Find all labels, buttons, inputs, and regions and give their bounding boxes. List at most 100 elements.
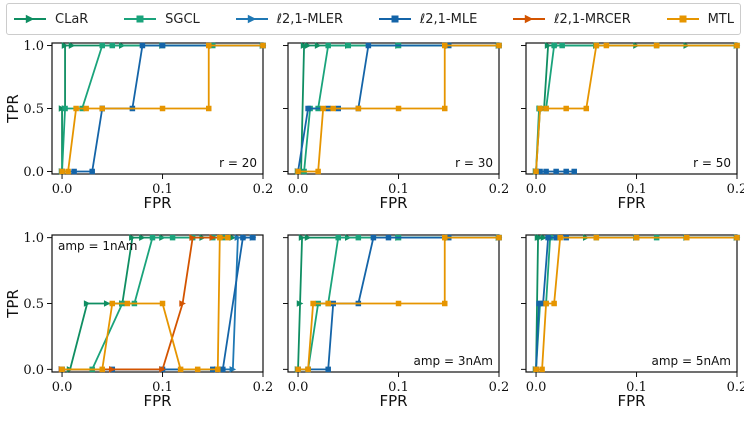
y-axis-label: TPR bbox=[4, 289, 22, 319]
data-point bbox=[295, 366, 301, 373]
legend-label: MTL bbox=[707, 11, 734, 27]
data-point bbox=[139, 42, 146, 49]
data-point bbox=[533, 366, 539, 373]
x-tick-label: 0.2 bbox=[727, 182, 744, 197]
panel-bottom-left: 0.0 0.1 0.2 0.0 0.5 1.0 FPR TPR amp = 1nAm bbox=[4, 231, 273, 410]
data-point bbox=[441, 42, 448, 49]
legend-swatch bbox=[14, 14, 46, 24]
legend-marker bbox=[391, 15, 399, 23]
data-point bbox=[217, 234, 223, 241]
data-point bbox=[240, 234, 246, 241]
data-point bbox=[296, 300, 304, 307]
data-point bbox=[593, 234, 600, 241]
data-point bbox=[539, 366, 545, 373]
data-point bbox=[355, 105, 362, 112]
legend-item: MTL bbox=[666, 12, 734, 27]
legend-label: CLaR bbox=[55, 11, 89, 27]
data-point bbox=[300, 42, 308, 49]
data-point bbox=[633, 234, 640, 241]
x-axis-label: FPR bbox=[617, 392, 645, 410]
panel-annotation: r = 20 bbox=[219, 156, 257, 170]
data-point bbox=[305, 105, 311, 112]
legend-swatch bbox=[124, 15, 157, 23]
x-tick-label: 0.2 bbox=[253, 182, 274, 197]
x-axis-label: FPR bbox=[379, 194, 407, 212]
data-point bbox=[543, 105, 549, 112]
x-axis-label: FPR bbox=[379, 392, 407, 410]
legend-label: ℓ2,1-MRCER bbox=[554, 11, 631, 27]
legend-label: ℓ2,1-MLER bbox=[276, 11, 344, 27]
data-point bbox=[553, 234, 559, 241]
data-point bbox=[129, 234, 136, 241]
legend: CLaR SGCL ℓ2,1-MLER ℓ2,1-MLE ℓ2,1-MRCER MTL bbox=[6, 3, 741, 35]
data-point bbox=[496, 234, 502, 241]
x-tick-label: 0.1 bbox=[152, 380, 173, 395]
data-point bbox=[189, 234, 196, 241]
data-point bbox=[229, 366, 237, 373]
data-point bbox=[304, 42, 312, 49]
x-tick-label: 0.2 bbox=[489, 380, 510, 395]
y-tick-label: 0.0 bbox=[23, 363, 44, 378]
data-point bbox=[250, 234, 256, 241]
data-point bbox=[734, 234, 740, 241]
data-point bbox=[365, 42, 372, 49]
data-point bbox=[109, 42, 116, 49]
data-point bbox=[71, 168, 77, 175]
x-tick-label: 0.0 bbox=[52, 182, 73, 197]
data-point bbox=[536, 300, 542, 307]
data-point bbox=[325, 300, 331, 307]
data-point bbox=[99, 105, 105, 112]
panel-top-right: 0.0 0.1 0.2 FPR r = 50 bbox=[521, 42, 744, 212]
x-tick-label: 0.1 bbox=[152, 182, 173, 197]
data-point bbox=[355, 234, 362, 241]
data-point bbox=[314, 42, 322, 49]
data-point bbox=[83, 105, 89, 112]
data-point bbox=[545, 234, 551, 241]
x-axis-label: FPR bbox=[143, 194, 171, 212]
data-point bbox=[559, 42, 565, 49]
data-point bbox=[583, 105, 590, 112]
series-line bbox=[535, 236, 737, 370]
data-point bbox=[370, 234, 377, 241]
panel-top-left: 0.0 0.1 0.2 0.0 0.5 1.0 FPR TPR r = 20 bbox=[4, 39, 273, 212]
panel-annotation: r = 30 bbox=[455, 156, 493, 170]
legend-item: ℓ2,1-MLER bbox=[235, 12, 343, 27]
legend-marker bbox=[136, 15, 144, 23]
data-point bbox=[205, 105, 212, 112]
series-line bbox=[62, 236, 228, 371]
data-point bbox=[205, 42, 212, 49]
data-point bbox=[169, 234, 176, 241]
y-tick-label: 0.5 bbox=[23, 297, 44, 312]
data-point bbox=[551, 300, 557, 307]
x-tick-label: 0.1 bbox=[626, 380, 647, 395]
data-point bbox=[99, 366, 105, 373]
panel-annotation: amp = 3nAm bbox=[414, 354, 493, 368]
data-point bbox=[73, 105, 79, 112]
y-tick-label: 1.0 bbox=[23, 39, 44, 54]
panel-annotation: amp = 5nAm bbox=[652, 354, 731, 368]
data-point bbox=[536, 234, 544, 241]
data-point bbox=[593, 42, 600, 49]
data-point bbox=[330, 105, 336, 112]
legend-item: CLaR bbox=[13, 12, 88, 27]
data-point bbox=[89, 168, 95, 175]
data-point bbox=[65, 168, 71, 175]
x-tick-label: 0.0 bbox=[526, 182, 547, 197]
data-point bbox=[563, 105, 569, 112]
data-point bbox=[215, 366, 221, 373]
data-point bbox=[734, 42, 740, 49]
series-line bbox=[298, 236, 499, 371]
data-point bbox=[305, 366, 311, 373]
series-line bbox=[535, 236, 737, 370]
y-axis-label: TPR bbox=[4, 94, 22, 124]
data-point bbox=[441, 300, 448, 307]
data-point bbox=[159, 105, 166, 112]
data-point bbox=[159, 366, 166, 373]
panel-annotation: amp = 1nAm bbox=[58, 239, 137, 253]
data-point bbox=[335, 234, 341, 241]
data-point bbox=[62, 105, 68, 112]
data-point bbox=[149, 234, 156, 241]
panel-annotation: r = 50 bbox=[693, 156, 731, 170]
data-point bbox=[59, 366, 65, 373]
